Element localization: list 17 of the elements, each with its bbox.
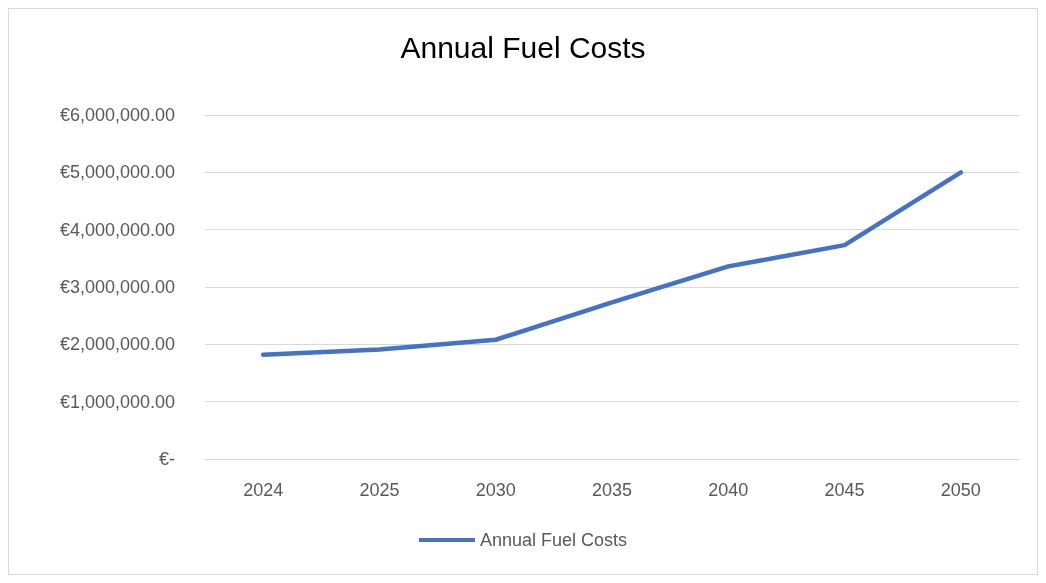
y-tick-label: €1,000,000.00 <box>59 391 175 412</box>
y-tick-label: €3,000,000.00 <box>59 277 175 297</box>
x-tick-label: 2025 <box>359 480 400 500</box>
y-tick-label: €5,000,000.00 <box>59 162 175 183</box>
y-tick-label: €- <box>158 449 175 469</box>
y-tick-label: €2,000,000.00 <box>59 334 175 355</box>
chart-title: Annual Fuel Costs <box>400 30 646 64</box>
y-tick-label: €6,000,000.00 <box>59 105 175 125</box>
x-tick-label: 2030 <box>475 480 516 500</box>
x-tick-label: 2040 <box>708 480 749 500</box>
y-tick-label: €4,000,000.00 <box>59 219 175 240</box>
x-tick-label: 2045 <box>824 480 865 500</box>
x-tick-label: 2050 <box>940 480 981 500</box>
line-series <box>260 170 964 357</box>
x-tick-label: 2035 <box>591 480 633 500</box>
legend-label: Annual Fuel Costs <box>479 530 628 550</box>
x-tick-label: 2024 <box>243 480 284 500</box>
